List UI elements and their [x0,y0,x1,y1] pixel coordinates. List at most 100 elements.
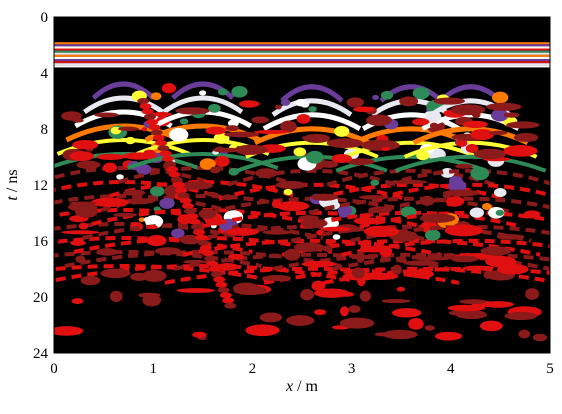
reflection-blob [448,309,486,317]
reflection-blob [166,166,179,173]
reflection-blob [525,288,540,300]
reflection-blob [255,168,278,178]
reflection-blob [523,210,541,219]
reflection-blob [210,271,223,278]
reflection-blob [143,113,156,120]
direct-wave-band [54,63,550,66]
reflection-blob [208,103,221,113]
x-tick-label: 5 [546,361,554,377]
reflection-blob [224,131,260,138]
reflection-blob [204,255,217,262]
reflection-blob [102,162,118,173]
reflection-blob [157,145,170,152]
reflection-blob [254,129,289,135]
reflection-blob [137,98,150,104]
reflection-blob [497,263,529,275]
reflection-blob [70,239,86,246]
y-tick-label: 0 [41,10,49,26]
reflection-blob [360,239,372,251]
reflection-blob [495,209,505,216]
reflection-blob [332,234,341,240]
reflection-blob [372,94,379,100]
reflection-blob [216,263,239,271]
reflection-blob [295,98,306,107]
reflection-blob [339,291,354,297]
reflection-blob [228,253,244,260]
hyperbola-arc [263,266,550,285]
reflection-blob [293,242,325,252]
radargram-image [54,42,550,342]
reflection-blob [320,226,352,232]
reflection-blob [199,90,207,96]
reflection-blob [233,285,267,296]
reflection-blob [444,224,483,237]
y-tick-label: 20 [33,290,48,306]
reflection-blob [61,230,99,235]
reflection-blob [148,124,161,131]
reflection-blob [113,200,125,205]
reflection-blob [150,92,162,101]
hyperbola-arc [394,154,547,173]
reflection-blob [90,197,129,207]
reflection-blob [225,125,239,132]
y-axis: 0 4 8 12 16 20 24 [33,10,59,362]
reflection-blob [146,225,158,230]
reflection-blob [188,218,201,225]
x-tick-label: 4 [447,361,455,377]
reflection-blob [206,260,219,267]
reflection-blob [331,154,352,163]
reflection-blob [382,329,418,340]
reflection-blob [434,331,463,341]
hyperbola-arc [253,126,371,146]
reflection-blob [109,290,123,302]
x-tick-label: 3 [348,361,356,377]
direct-wave-band [54,65,550,68]
reflection-blob [215,281,228,288]
reflection-blob [506,121,540,129]
reflection-blob [374,332,390,337]
reflection-blob [310,193,338,201]
hyperbola-arc [377,182,550,201]
reflection-blob [159,197,175,209]
reflection-blob [245,324,280,337]
reflection-blob [96,153,126,161]
reflection-blob [214,155,230,167]
hyperbola-arc [386,168,550,187]
reflection-blob [213,276,226,283]
reflection-blob [450,104,486,116]
reflection-blob [403,260,439,266]
direct-wave-band [54,56,550,59]
reflection-blob [360,139,400,151]
reflection-blob [195,234,208,241]
reflection-blob [340,306,349,317]
reflection-blob [504,311,538,321]
reflection-blob [71,298,84,305]
reflection-blob [479,320,503,332]
direct-wave-band [54,59,550,62]
reflection-blob [339,317,375,329]
reflection-blob [259,312,283,323]
reflection-blob [532,333,548,342]
reflection-blob [473,148,507,160]
reflection-blob [177,192,190,199]
direct-wave-band [54,52,550,55]
reflection-blob [314,309,327,316]
reflection-blob [69,151,94,162]
reflection-blob [392,179,428,185]
reflection-blob [124,198,155,205]
reflection-blob [492,91,509,104]
reflection-blob [184,208,197,215]
reflection-blob [316,229,325,236]
reflection-blob [190,224,203,230]
reflection-blob [346,158,375,166]
reflection-blob [186,213,199,220]
reflection-blob [76,160,101,170]
hyperbola-arc [54,194,226,212]
hyperbola-arc [54,166,209,184]
y-tick-label: 12 [33,178,48,194]
reflection-blob [399,96,419,107]
reflection-blob [209,166,221,174]
reflection-blob [198,208,217,219]
reflection-blob [311,280,326,292]
hyperbola-arc [54,222,244,240]
